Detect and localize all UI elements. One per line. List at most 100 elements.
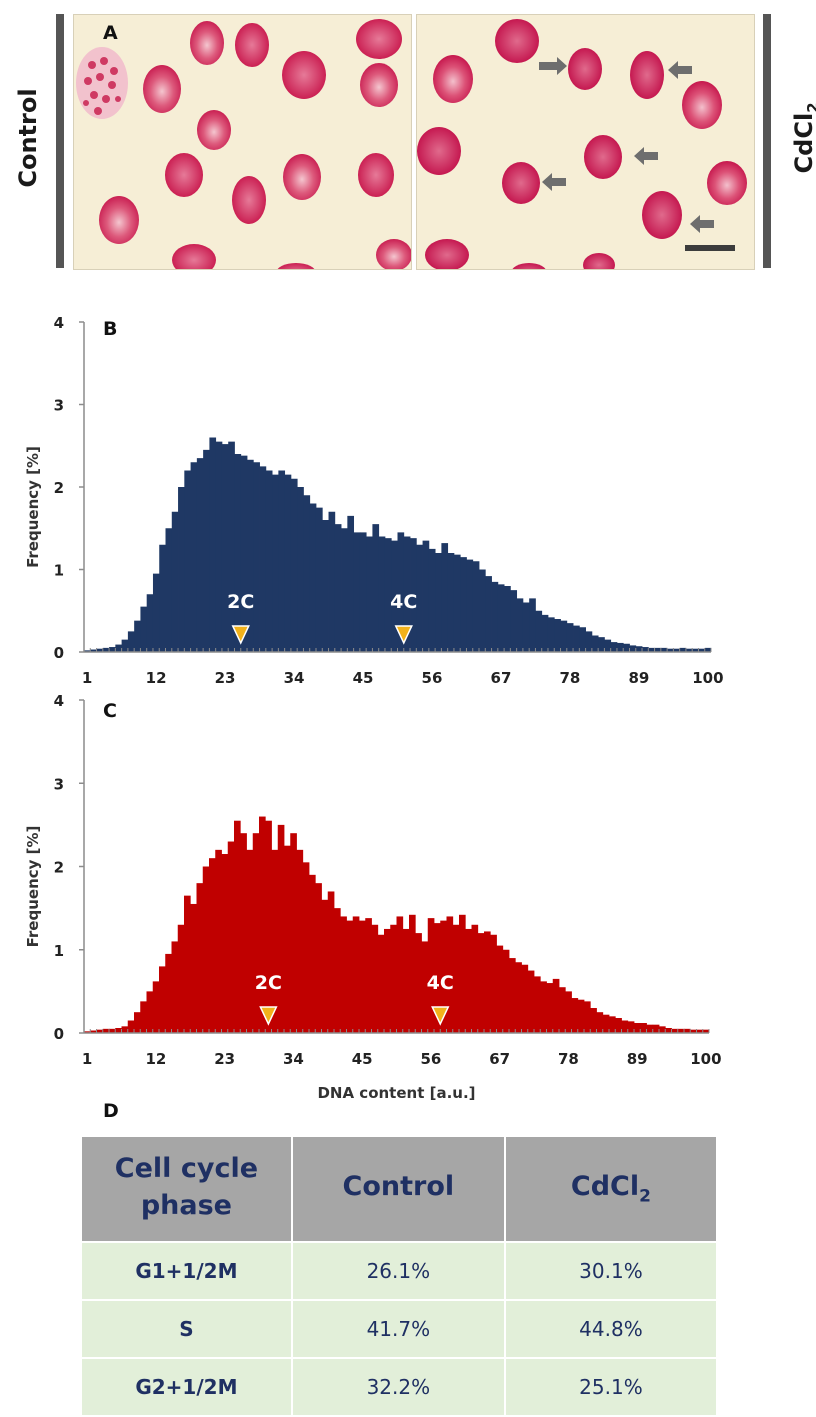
histogram-bar (477, 933, 485, 1033)
histogram-bar (590, 1008, 597, 1033)
histogram-bar (609, 1016, 616, 1033)
histogram-bar (365, 918, 372, 1033)
marker-triangle-icon (259, 1006, 278, 1026)
histogram-bar (109, 647, 116, 652)
scale-bar (685, 245, 735, 251)
y-tick-label: 3 (54, 397, 64, 415)
histogram-bar (397, 532, 405, 653)
histogram-bar (522, 602, 530, 652)
histogram-bar (598, 637, 605, 652)
x-tick-label: 56 (422, 669, 443, 687)
histogram-bar (527, 970, 535, 1033)
histogram-bar (366, 536, 373, 652)
y-axis-title: Frequency [%] (24, 826, 42, 948)
histogram-bar (334, 524, 342, 653)
cell-phase: S (80, 1299, 293, 1359)
histogram-bar (596, 1012, 604, 1033)
histogram-bar (277, 824, 285, 1034)
histogram-bar (704, 647, 712, 653)
histogram-bar (591, 635, 599, 652)
histogram-bar (610, 642, 618, 652)
x-tick-label: 100 (690, 1050, 721, 1068)
histogram-bar (696, 1029, 704, 1033)
right-arrow-icon (539, 57, 567, 75)
histogram-bar (422, 540, 430, 653)
histogram-bar (252, 833, 260, 1033)
ploidy-marker: 4C (427, 972, 454, 1026)
header-control: Control (290, 1135, 506, 1243)
x-tick-label: 78 (559, 669, 580, 687)
histogram-bar (416, 544, 423, 652)
histogram-bar (303, 495, 311, 652)
histogram-bar (552, 978, 560, 1033)
x-axis-title: DNA content [a.u.] (317, 1084, 475, 1102)
histogram-bar (165, 528, 173, 652)
histogram-bar (671, 1028, 679, 1033)
x-tick-label: 1 (82, 1050, 92, 1068)
histogram-bar (554, 619, 561, 652)
histogram-bar (359, 532, 367, 653)
histogram-bar (584, 1001, 591, 1033)
histogram-bar (346, 920, 354, 1033)
histogram-bar (673, 648, 681, 652)
cell-phase: G1+1/2M (80, 1241, 293, 1301)
histogram-bar (178, 487, 185, 652)
histogram-bar (384, 928, 391, 1033)
ploidy-marker: 4C (390, 591, 417, 645)
y-tick-label: 2 (54, 479, 64, 497)
histogram-bar (134, 1012, 141, 1033)
histogram-bar (491, 581, 499, 653)
histogram-bar (221, 854, 229, 1033)
histogram-bar (159, 966, 166, 1033)
x-tick-label: 34 (283, 1050, 304, 1068)
histogram-bar (84, 650, 91, 652)
histogram-bar (515, 962, 522, 1033)
x-tick-label: 56 (420, 1050, 441, 1068)
histogram-bar (309, 503, 317, 652)
histogram-bar (115, 644, 123, 652)
histogram-bar (403, 536, 411, 652)
histogram-bar (328, 511, 336, 652)
table-row: S 41.7% 44.8% (80, 1299, 719, 1359)
histogram-bar (234, 454, 242, 652)
histogram-bar (377, 934, 385, 1033)
histogram-bar (352, 916, 360, 1033)
histogram-bar (484, 931, 491, 1033)
histogram-bar (565, 991, 572, 1034)
histogram-bar (547, 617, 555, 652)
x-tick-label: 78 (558, 1050, 579, 1068)
histogram-bar (127, 1020, 135, 1033)
histogram-bar (127, 631, 135, 653)
x-tick-label: 100 (692, 669, 723, 687)
histogram-bar (441, 543, 449, 652)
ploidy-marker: 2C (255, 972, 282, 1026)
histogram-bar (409, 914, 416, 1033)
histogram-bar (466, 559, 474, 652)
histogram-bar (296, 849, 304, 1033)
histogram-bar (196, 883, 204, 1033)
mitotic-cell (76, 47, 128, 119)
bars (84, 816, 710, 1034)
histogram-bar (259, 466, 267, 653)
histogram-bar (203, 449, 210, 652)
histogram-bar (534, 976, 541, 1033)
x-tick-label: 45 (353, 669, 374, 687)
cdcl2-micrograph (416, 14, 755, 270)
histogram-bar (341, 528, 348, 652)
histogram-bar (496, 945, 504, 1033)
histogram-bar (659, 1026, 666, 1033)
histogram-bar (247, 459, 254, 652)
histogram-bar (271, 849, 279, 1033)
histogram-bar (510, 590, 518, 653)
left-arrow-icon (668, 61, 692, 79)
table-row: G1+1/2M 26.1% 30.1% (80, 1241, 719, 1301)
histogram-bar (396, 916, 404, 1033)
histogram-bar (265, 470, 273, 652)
histogram-bar (109, 1028, 116, 1033)
histogram-bar (90, 1030, 97, 1033)
histogram-bar (627, 1021, 635, 1033)
histogram-bar (421, 941, 429, 1033)
histogram-bar (692, 648, 699, 652)
x-tick-label: 67 (491, 669, 512, 687)
histogram-bar (184, 895, 191, 1033)
